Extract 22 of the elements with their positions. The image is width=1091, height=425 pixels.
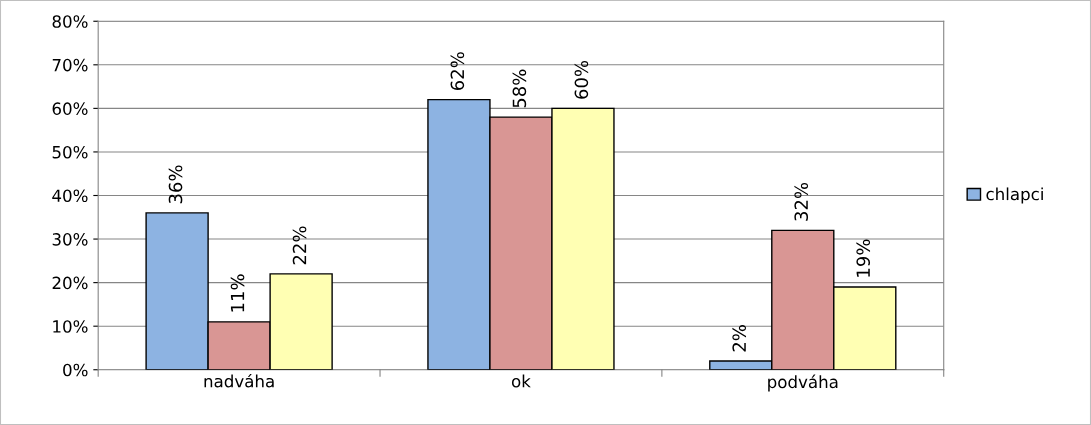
y-tick-label: 50% [52,145,88,159]
data-label: 2% [732,325,747,352]
data-label: 36% [168,165,183,204]
data-label: 58% [512,69,527,108]
x-tick-label: ok [511,374,531,388]
data-label: 19% [856,239,871,277]
data-label: 32% [794,182,809,221]
x-tick-label: podváha [768,374,838,392]
y-tick-label: 20% [52,276,88,290]
y-tick-label: 40% [52,189,88,203]
y-tick-label: 60% [52,102,88,115]
data-label: 62% [450,52,465,91]
data-label: 22% [292,226,307,265]
x-tick-label: nadváha [204,373,274,388]
y-tick-label: 70% [52,58,88,72]
y-tick-label: 80% [52,15,88,28]
legend-label: chlapci [986,187,1043,204]
y-tick-label: 30% [52,233,88,246]
data-label: 60% [574,60,589,99]
data-label: 11% [230,274,245,312]
y-tick-label: 0% [63,363,88,377]
y-tick-label: 10% [53,320,88,333]
